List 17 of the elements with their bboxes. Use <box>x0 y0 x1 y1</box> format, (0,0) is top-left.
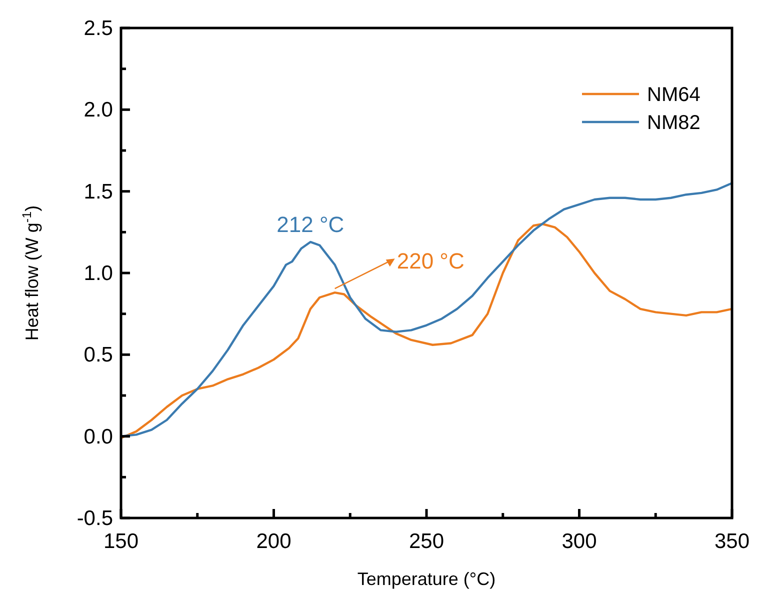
y-tick-label: 0.0 <box>84 425 113 448</box>
x-axis-title: Temperature (°C) <box>357 569 496 589</box>
x-tick-label: 250 <box>408 530 444 553</box>
y-tick-label: 1.5 <box>84 180 113 204</box>
annotation: 220 °C <box>396 248 464 274</box>
x-tick-label: 300 <box>562 530 597 553</box>
legend-label: NM82 <box>647 112 700 134</box>
y-tick-label: 1.0 <box>84 262 113 285</box>
y-tick-label: 2.5 <box>84 17 113 40</box>
y-tick-label: 2.0 <box>84 98 113 122</box>
x-tick-label: 200 <box>256 530 292 553</box>
x-tick-label: 350 <box>714 530 750 553</box>
legend-label: NM64 <box>647 84 700 106</box>
annotation: 212 °C <box>276 212 344 237</box>
y-tick-label: 0.5 <box>84 344 113 367</box>
x-tick-label: 150 <box>103 530 139 553</box>
y-tick-label: -0.5 <box>76 507 113 530</box>
